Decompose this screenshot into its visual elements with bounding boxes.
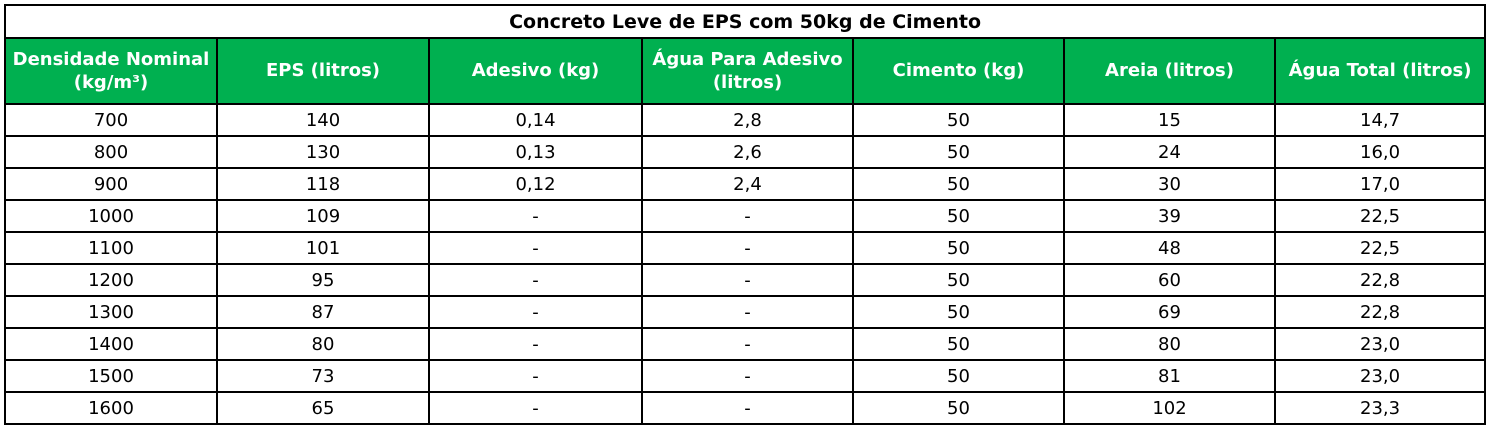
table-cell: 81 bbox=[1063, 359, 1276, 393]
table-row: 900 118 0,12 2,4 50 30 17,0 bbox=[4, 167, 1487, 201]
table-cell: 50 bbox=[852, 231, 1065, 265]
table-cell: 1500 bbox=[4, 359, 218, 393]
table-cell: 2,8 bbox=[641, 103, 854, 137]
table-cell: 23,0 bbox=[1273, 327, 1487, 361]
table-cell: 23,3 bbox=[1273, 391, 1487, 425]
concrete-mix-table: Concreto Leve de EPS com 50kg de Cimento… bbox=[3, 4, 1487, 425]
column-header: Cimento (kg) bbox=[852, 37, 1065, 105]
table-cell: 1100 bbox=[4, 231, 218, 265]
table-cell: 60 bbox=[1063, 263, 1276, 297]
table-cell: - bbox=[428, 391, 643, 425]
table-cell: - bbox=[641, 327, 854, 361]
column-header: Areia (litros) bbox=[1063, 37, 1276, 105]
table-cell: 22,8 bbox=[1273, 295, 1487, 329]
table-cell: - bbox=[641, 231, 854, 265]
table-row: 1200 95- -50 60 22,8 bbox=[4, 263, 1487, 297]
column-header: EPS (litros) bbox=[216, 37, 430, 105]
table-cell: 118 bbox=[216, 167, 430, 201]
table-cell: 2,4 bbox=[641, 167, 854, 201]
table-cell: 39 bbox=[1063, 199, 1276, 233]
table-cell: 95 bbox=[216, 263, 430, 297]
table-row: 1400 80- -50 80 23,0 bbox=[4, 327, 1487, 361]
table-row: 1300 87- -50 69 22,8 bbox=[4, 295, 1487, 329]
concrete-mix-table-container: Concreto Leve de EPS com 50kg de Cimento… bbox=[3, 4, 1487, 425]
table-cell: 1000 bbox=[4, 199, 218, 233]
table-cell: - bbox=[428, 263, 643, 297]
table-cell: - bbox=[428, 359, 643, 393]
table-cell: 50 bbox=[852, 359, 1065, 393]
table-cell: 900 bbox=[4, 167, 218, 201]
table-cell: 700 bbox=[4, 103, 218, 137]
table-cell: - bbox=[641, 263, 854, 297]
table-cell: 22,5 bbox=[1273, 199, 1487, 233]
table-cell: 101 bbox=[216, 231, 430, 265]
table-cell: 50 bbox=[852, 263, 1065, 297]
table-cell: 16,0 bbox=[1273, 135, 1487, 169]
table-cell: 1300 bbox=[4, 295, 218, 329]
table-cell: 80 bbox=[216, 327, 430, 361]
table-cell: - bbox=[428, 327, 643, 361]
table-cell: - bbox=[641, 359, 854, 393]
title-row: Concreto Leve de EPS com 50kg de Cimento bbox=[3, 4, 1487, 39]
table-cell: - bbox=[641, 391, 854, 425]
table-cell: 48 bbox=[1063, 231, 1276, 265]
table-cell: 80 bbox=[1063, 327, 1276, 361]
table-cell: - bbox=[641, 199, 854, 233]
table-cell: 50 bbox=[852, 327, 1065, 361]
table-cell: 22,5 bbox=[1273, 231, 1487, 265]
column-header: Água Total (litros) bbox=[1273, 37, 1487, 105]
table-cell: 0,14 bbox=[428, 103, 643, 137]
column-header: Água Para Adesivo (litros) bbox=[641, 37, 854, 105]
table-cell: 130 bbox=[216, 135, 430, 169]
table-cell: 140 bbox=[216, 103, 430, 137]
table-cell: 50 bbox=[852, 103, 1065, 137]
table-row: 1100 101- -50 48 22,5 bbox=[4, 231, 1487, 265]
table-cell: 102 bbox=[1063, 391, 1276, 425]
table-cell: 17,0 bbox=[1273, 167, 1487, 201]
table-cell: 50 bbox=[852, 167, 1065, 201]
table-cell: 15 bbox=[1063, 103, 1276, 137]
table-cell: 50 bbox=[852, 199, 1065, 233]
table-row: 700 140 0,14 2,8 50 15 14,7 bbox=[4, 103, 1487, 137]
table-cell: - bbox=[428, 231, 643, 265]
table-cell: 0,13 bbox=[428, 135, 643, 169]
table-cell: 800 bbox=[4, 135, 218, 169]
table-cell: 1600 bbox=[4, 391, 218, 425]
table-cell: 23,0 bbox=[1273, 359, 1487, 393]
table-row: 1600 65- -50 102 23,3 bbox=[4, 391, 1487, 425]
table-cell: 22,8 bbox=[1273, 263, 1487, 297]
table-cell: 1200 bbox=[4, 263, 218, 297]
table-title: Concreto Leve de EPS com 50kg de Cimento bbox=[3, 4, 1487, 39]
header-row: Densidade Nominal (kg/m³) EPS (litros) Ade… bbox=[4, 37, 1487, 105]
table-cell: 50 bbox=[852, 391, 1065, 425]
table-body: 700 140 0,14 2,8 50 15 14,7 800 130 0,13 2,6 50 24 16… bbox=[4, 103, 1487, 425]
table-cell: 2,6 bbox=[641, 135, 854, 169]
table-cell: - bbox=[428, 295, 643, 329]
table-cell: 50 bbox=[852, 295, 1065, 329]
table-row: 800 130 0,13 2,6 50 24 16,0 bbox=[4, 135, 1487, 169]
table-cell: - bbox=[428, 199, 643, 233]
table-cell: 109 bbox=[216, 199, 430, 233]
table-cell: 87 bbox=[216, 295, 430, 329]
table-row: 1500 73- -50 81 23,0 bbox=[4, 359, 1487, 393]
table-cell: - bbox=[641, 295, 854, 329]
table-cell: 24 bbox=[1063, 135, 1276, 169]
table-cell: 50 bbox=[852, 135, 1065, 169]
table-cell: 65 bbox=[216, 391, 430, 425]
table-cell: 30 bbox=[1063, 167, 1276, 201]
table-cell: 14,7 bbox=[1273, 103, 1487, 137]
table-cell: 0,12 bbox=[428, 167, 643, 201]
table-cell: 73 bbox=[216, 359, 430, 393]
column-header: Densidade Nominal (kg/m³) bbox=[4, 37, 218, 105]
table-cell: 1400 bbox=[4, 327, 218, 361]
column-header: Adesivo (kg) bbox=[428, 37, 643, 105]
table-row: 1000 109- -50 39 22,5 bbox=[4, 199, 1487, 233]
table-cell: 69 bbox=[1063, 295, 1276, 329]
